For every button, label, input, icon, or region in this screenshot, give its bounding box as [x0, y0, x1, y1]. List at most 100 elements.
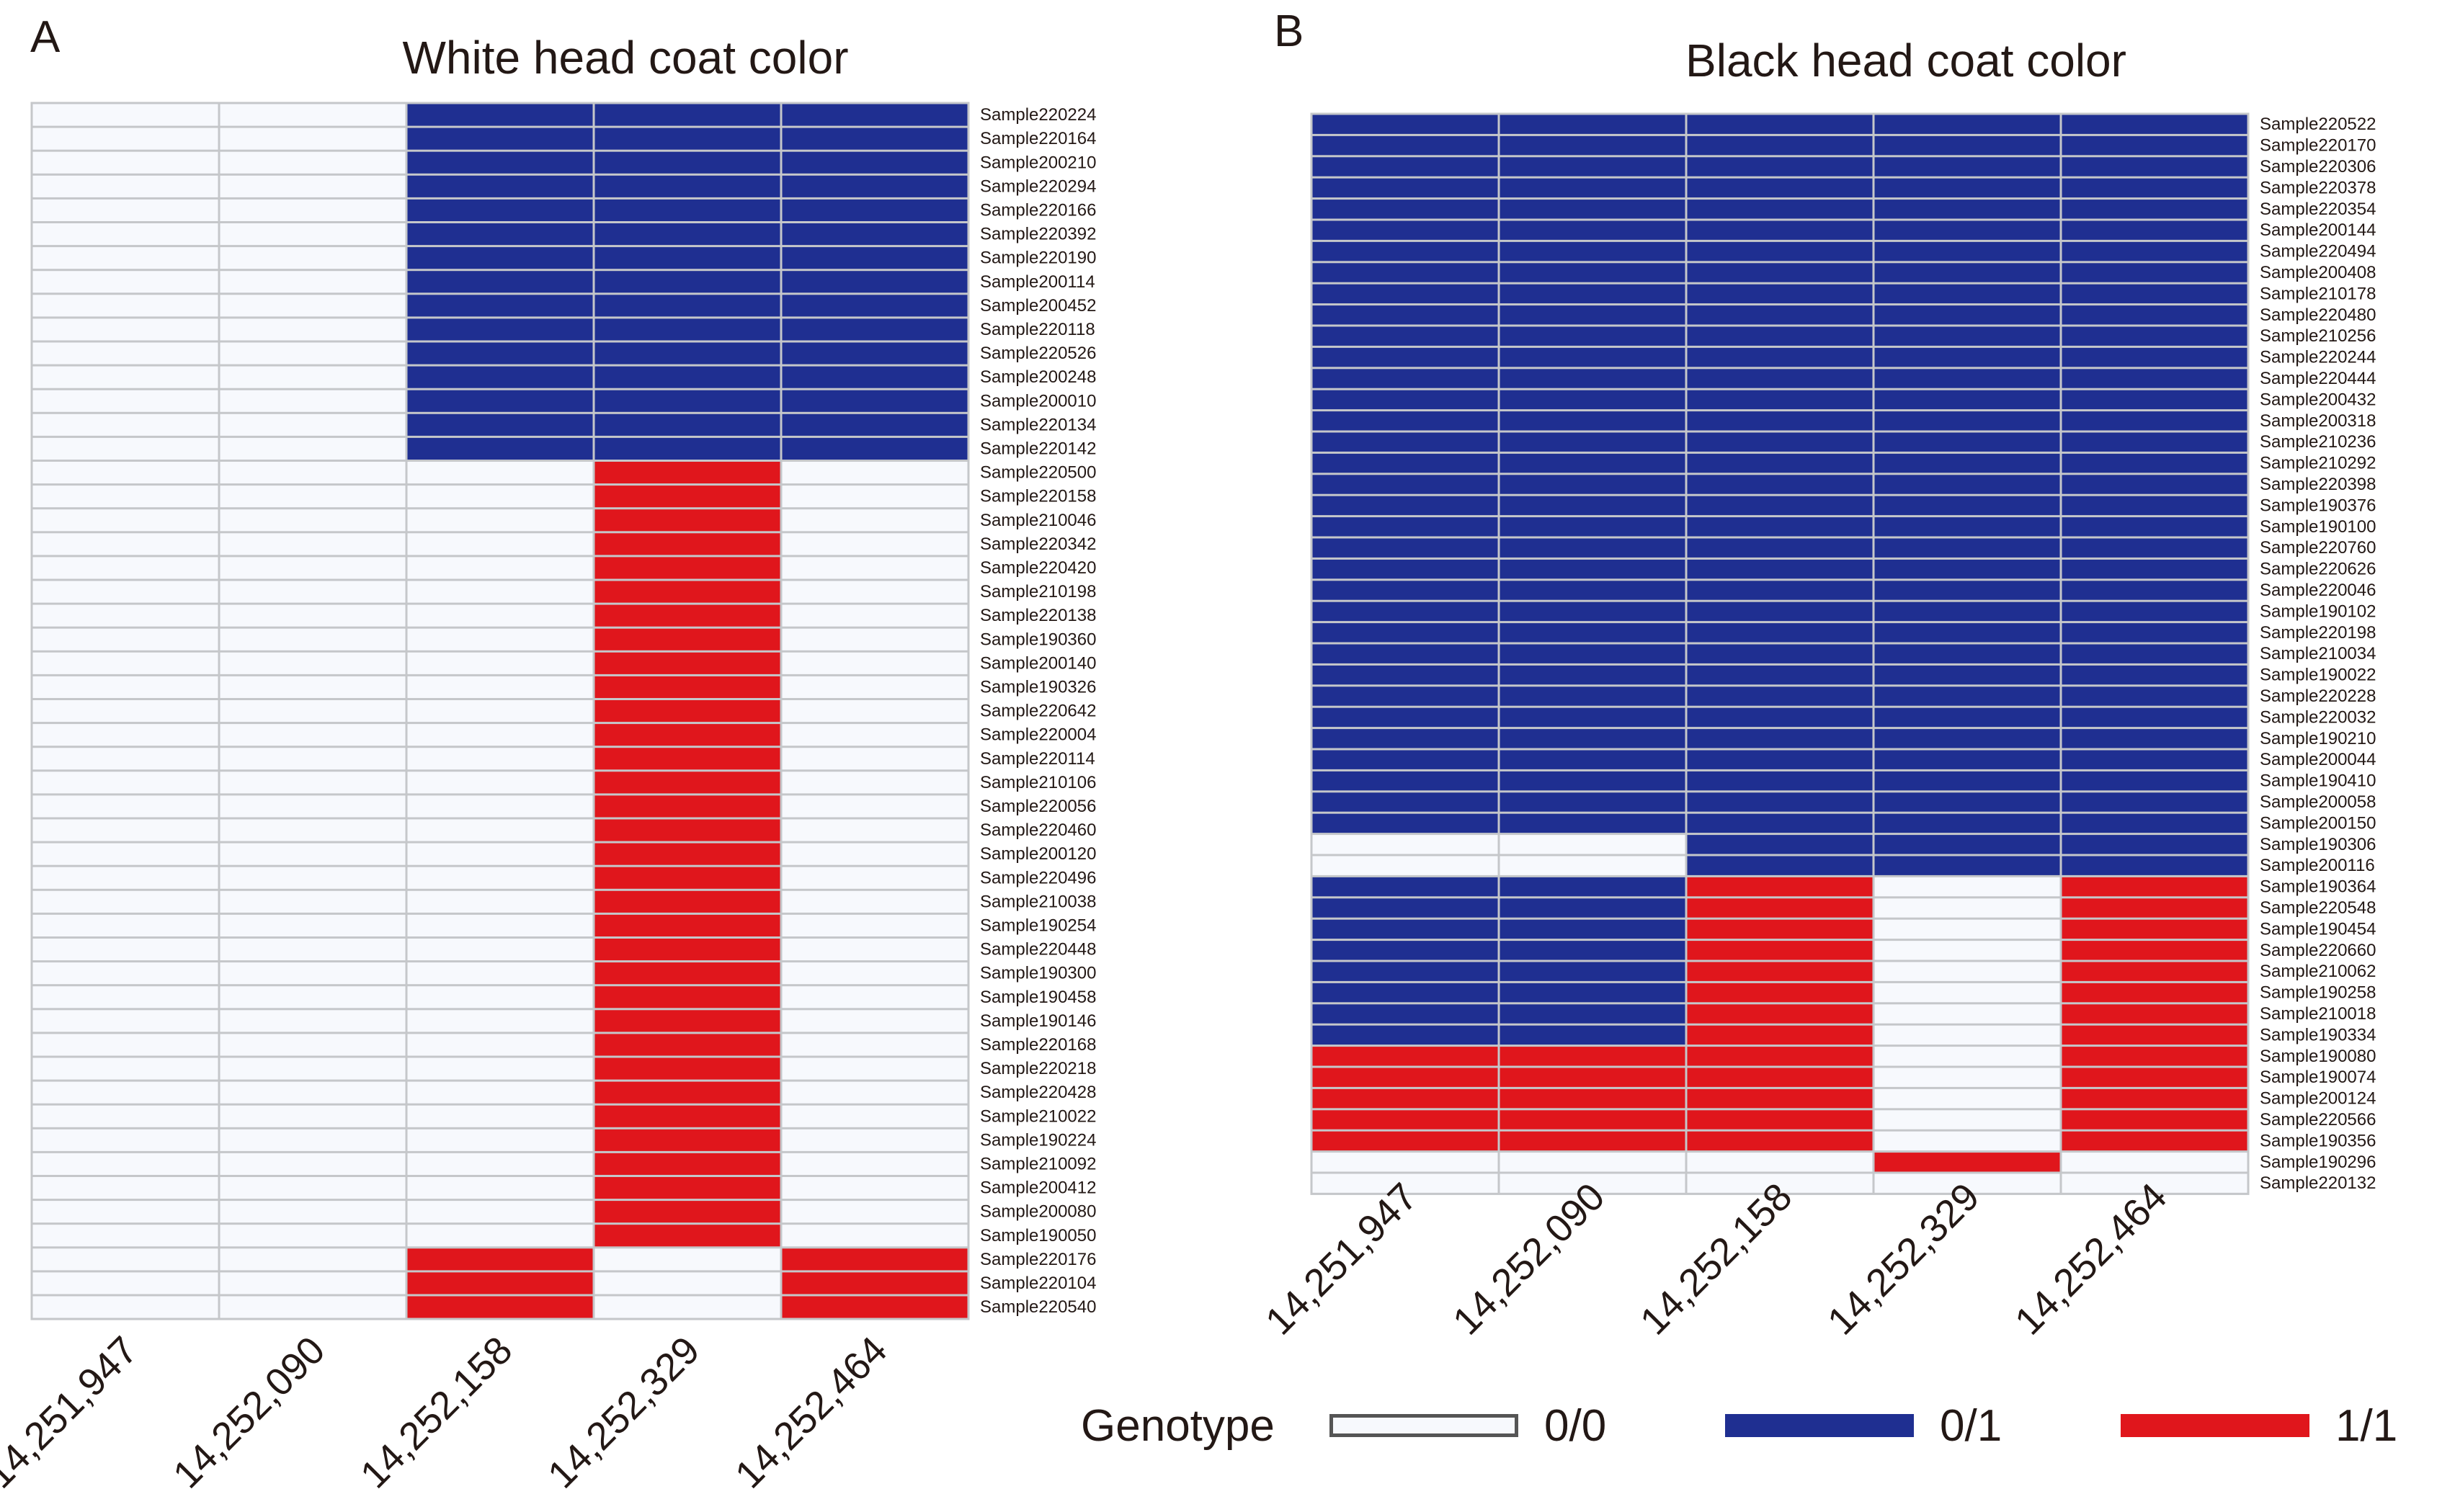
heatmap-a-cell: [594, 795, 780, 818]
heatmap-a-row-label: Sample220176: [980, 1250, 1096, 1269]
heatmap-a-cell: [220, 462, 406, 484]
heatmap-b-cell: [1312, 115, 1498, 134]
heatmap-a-cell: [32, 104, 218, 126]
heatmap-b-cell: [2062, 1047, 2247, 1066]
heatmap-b-row-label: Sample220760: [2260, 538, 2376, 558]
heatmap-a-cell: [32, 962, 218, 985]
heatmap-b-cell: [1500, 898, 1685, 918]
heatmap-a-cell: [594, 748, 780, 770]
heatmap-b-cell: [2062, 707, 2247, 728]
heatmap-a-row-label: Sample210022: [980, 1106, 1096, 1126]
heatmap-a-cell: [32, 914, 218, 936]
heatmap-b-cell: [1874, 877, 2060, 897]
heatmap-b-cell: [1312, 178, 1498, 198]
heatmap-b-cell: [1874, 941, 2060, 960]
heatmap-b-cell: [1687, 919, 1873, 939]
heatmap-b-cell: [1874, 135, 2060, 156]
heatmap-b-cell: [1312, 1110, 1498, 1129]
heatmap-a-cell: [407, 1081, 593, 1104]
heatmap-b-cell: [1312, 135, 1498, 156]
heatmap-a-row-label: Sample190146: [980, 1011, 1096, 1031]
heatmap-b-cell: [1687, 665, 1873, 685]
heatmap-b-cell: [2062, 835, 2247, 854]
heatmap-b-row-label: Sample190306: [2260, 835, 2376, 854]
heatmap-b-cell: [1500, 453, 1685, 473]
heatmap-a-cell: [220, 724, 406, 746]
heatmap-b-cell: [1874, 496, 2060, 516]
heatmap-b-row-label: Sample220032: [2260, 707, 2376, 727]
heatmap-a-cell: [782, 295, 968, 317]
heatmap-a-cell: [32, 700, 218, 723]
heatmap-a-cell: [407, 1129, 593, 1151]
heatmap-a-cell: [594, 1057, 780, 1080]
heatmap-a-cell: [407, 1201, 593, 1223]
legend-swatch-11: [2121, 1414, 2309, 1437]
heatmap-b-cell: [1874, 1088, 2060, 1109]
heatmap-b-cell: [1874, 1110, 2060, 1129]
heatmap-a-cell: [32, 986, 218, 1008]
heatmap-b-cell: [2062, 771, 2247, 791]
heatmap-a-cell: [407, 151, 593, 174]
heatmap-b-cell: [1874, 623, 2060, 643]
heatmap-a-cell: [220, 748, 406, 770]
heatmap-a-cell: [782, 581, 968, 603]
heatmap-b-row-label: Sample190454: [2260, 919, 2376, 939]
heatmap-b-cell: [1687, 856, 1873, 875]
heatmap-b-row-label: Sample190410: [2260, 771, 2376, 791]
heatmap-a-cell: [407, 413, 593, 436]
heatmap-b-cell: [1312, 559, 1498, 579]
heatmap-b-cell: [1874, 220, 2060, 240]
heatmap-b-cell: [2062, 686, 2247, 706]
heatmap-a-cell: [220, 223, 406, 246]
heatmap-b-cell: [1687, 623, 1873, 643]
heatmap-b-cell: [1874, 475, 2060, 494]
heatmap-a-cell: [32, 318, 218, 341]
heatmap-b-cell: [2062, 1110, 2247, 1129]
heatmap-b-cell: [1874, 601, 2060, 622]
heatmap-b-cell: [1312, 1131, 1498, 1151]
heatmap-a-cell: [407, 486, 593, 508]
heatmap-a-cell: [220, 128, 406, 150]
heatmap-b-cell: [1874, 517, 2060, 537]
heatmap-a-cell: [594, 247, 780, 269]
heatmap-b-cell: [1687, 1110, 1873, 1129]
heatmap-b-cell: [1312, 284, 1498, 304]
heatmap-b-row-label: Sample210062: [2260, 962, 2376, 981]
heatmap-a-cell: [594, 819, 780, 841]
heatmap-b-cell: [1874, 369, 2060, 388]
heatmap-a-row-label: Sample220190: [980, 249, 1096, 268]
heatmap-b-cell: [1312, 475, 1498, 494]
heatmap-a-cell: [594, 914, 780, 936]
legend: Genotype 0/0 0/1 1/1: [1081, 1397, 2437, 1455]
heatmap-a-cell: [782, 533, 968, 555]
heatmap-b-cell: [2062, 898, 2247, 918]
heatmap-b-cell: [1500, 983, 1685, 1003]
heatmap-b-cell: [1500, 263, 1685, 282]
heatmap-b-cell: [1874, 453, 2060, 473]
heatmap-b-cell: [1687, 390, 1873, 410]
heatmap-a-row-label: Sample220526: [980, 344, 1096, 363]
heatmap-b-cell: [2062, 1004, 2247, 1024]
heatmap-b-cell: [1687, 241, 1873, 261]
heatmap-b-cell: [1687, 983, 1873, 1003]
heatmap-b-column-label: 14,252,158: [1632, 1175, 1801, 1343]
heatmap-a-cell: [594, 724, 780, 746]
heatmap-b-cell: [1312, 241, 1498, 261]
heatmap-a-cell: [220, 151, 406, 174]
heatmap-b-cell: [1687, 1131, 1873, 1151]
heatmap-b-cell: [1687, 178, 1873, 198]
panel-b-title: Black head coat color: [1685, 35, 2126, 86]
heatmap-a-cell: [32, 175, 218, 197]
heatmap-b-cell: [2062, 750, 2247, 769]
heatmap-b-cell: [1312, 1047, 1498, 1066]
heatmap-a-cell: [220, 581, 406, 603]
heatmap-b-cell: [2062, 369, 2247, 388]
heatmap-a-row-label: Sample190458: [980, 988, 1096, 1007]
heatmap-a-cell: [407, 604, 593, 627]
panel-b-letter: B: [1274, 6, 1304, 56]
heatmap-a-cell: [782, 1034, 968, 1056]
heatmap-b-cell: [1312, 538, 1498, 558]
heatmap-b-cell: [1312, 369, 1498, 388]
heatmap-b-row-label: Sample220046: [2260, 581, 2376, 600]
